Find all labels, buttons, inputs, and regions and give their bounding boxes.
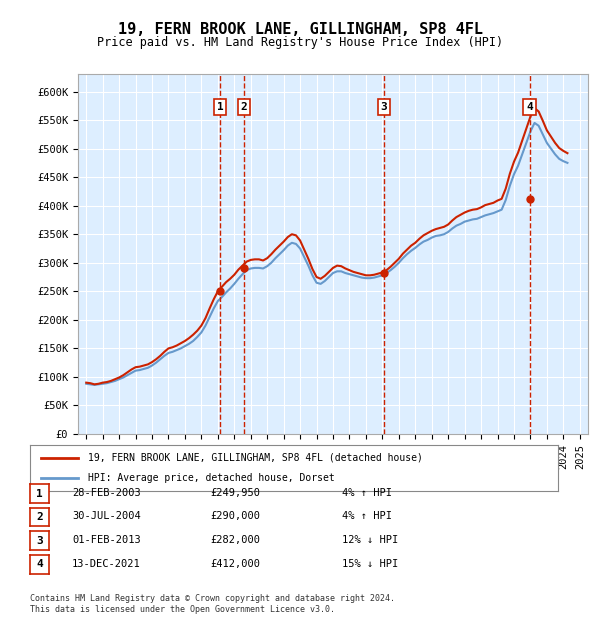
Text: Contains HM Land Registry data © Crown copyright and database right 2024.
This d: Contains HM Land Registry data © Crown c… (30, 595, 395, 614)
Text: Price paid vs. HM Land Registry's House Price Index (HPI): Price paid vs. HM Land Registry's House … (97, 36, 503, 49)
Text: 01-FEB-2013: 01-FEB-2013 (72, 535, 141, 545)
Text: 3: 3 (36, 536, 43, 546)
Text: HPI: Average price, detached house, Dorset: HPI: Average price, detached house, Dors… (88, 473, 335, 483)
Text: 12% ↓ HPI: 12% ↓ HPI (342, 535, 398, 545)
Text: 3: 3 (380, 102, 387, 112)
Text: £412,000: £412,000 (210, 559, 260, 569)
Text: £282,000: £282,000 (210, 535, 260, 545)
Text: 30-JUL-2004: 30-JUL-2004 (72, 512, 141, 521)
Text: £290,000: £290,000 (210, 512, 260, 521)
Text: 4% ↑ HPI: 4% ↑ HPI (342, 512, 392, 521)
Text: 1: 1 (36, 489, 43, 498)
Text: 4% ↑ HPI: 4% ↑ HPI (342, 488, 392, 498)
Text: 13-DEC-2021: 13-DEC-2021 (72, 559, 141, 569)
Text: 19, FERN BROOK LANE, GILLINGHAM, SP8 4FL: 19, FERN BROOK LANE, GILLINGHAM, SP8 4FL (118, 22, 482, 37)
Text: 19, FERN BROOK LANE, GILLINGHAM, SP8 4FL (detached house): 19, FERN BROOK LANE, GILLINGHAM, SP8 4FL… (88, 453, 423, 463)
Text: 1: 1 (217, 102, 224, 112)
Text: £249,950: £249,950 (210, 488, 260, 498)
Text: 4: 4 (526, 102, 533, 112)
Text: 4: 4 (36, 559, 43, 569)
Text: 2: 2 (36, 512, 43, 522)
Text: 15% ↓ HPI: 15% ↓ HPI (342, 559, 398, 569)
Text: 2: 2 (241, 102, 247, 112)
Text: 28-FEB-2003: 28-FEB-2003 (72, 488, 141, 498)
